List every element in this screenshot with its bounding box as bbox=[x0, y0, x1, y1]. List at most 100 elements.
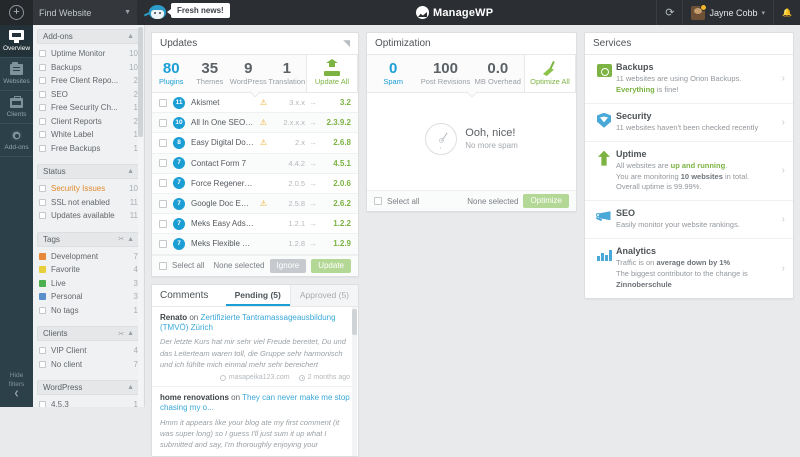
sidebar-item-websites[interactable]: Websites bbox=[0, 58, 33, 91]
refresh-button[interactable]: ⟳ bbox=[656, 0, 682, 25]
wrench-icon[interactable]: ✂ bbox=[118, 330, 125, 338]
filter-checkbox[interactable] bbox=[39, 117, 46, 125]
filter-row[interactable]: Client Reports 2 bbox=[33, 115, 144, 129]
filter-group-header[interactable]: Tags ✂ ▲ bbox=[37, 231, 140, 247]
news-bubble[interactable]: Fresh news! bbox=[167, 3, 230, 18]
filter-scrollbar-track[interactable] bbox=[138, 25, 143, 407]
select-all-checkbox[interactable] bbox=[374, 197, 382, 205]
filter-checkbox[interactable] bbox=[39, 347, 46, 355]
update-button[interactable]: Update bbox=[311, 258, 351, 273]
stat-translation[interactable]: 1 Translation bbox=[268, 55, 307, 92]
stat-post-revisions[interactable]: 100 Post Revisions bbox=[419, 55, 471, 92]
update-all-button[interactable]: Update All bbox=[306, 55, 358, 92]
filter-checkbox[interactable] bbox=[39, 198, 46, 206]
add-website-button[interactable]: + bbox=[0, 0, 33, 25]
filter-row[interactable]: Favorite 4 bbox=[33, 263, 144, 277]
row-checkbox[interactable] bbox=[159, 118, 167, 127]
filter-checkbox[interactable] bbox=[39, 63, 46, 71]
filter-row[interactable]: SSL not enabled 11 bbox=[33, 196, 144, 210]
row-checkbox[interactable] bbox=[159, 239, 167, 248]
filter-row[interactable]: Free Security Ch... 1 bbox=[33, 101, 144, 115]
filter-row[interactable]: Free Client Repo... 2 bbox=[33, 74, 144, 88]
filter-checkbox[interactable] bbox=[39, 306, 46, 314]
filter-checkbox[interactable] bbox=[39, 50, 46, 58]
hide-filters-button[interactable]: Hide filters ❮ bbox=[0, 365, 33, 408]
sidebar-item-clients[interactable]: Clients bbox=[0, 91, 33, 124]
filter-group-header[interactable]: WordPress ▲ bbox=[37, 380, 140, 395]
stat-themes[interactable]: 35 Themes bbox=[191, 55, 230, 92]
row-checkbox[interactable] bbox=[159, 219, 167, 228]
news-mascot[interactable]: Fresh news! bbox=[138, 0, 253, 25]
stat-wordpress[interactable]: 9 WordPress bbox=[229, 55, 268, 92]
filter-row[interactable]: SEO 2 bbox=[33, 88, 144, 102]
select-all-checkbox[interactable] bbox=[159, 261, 167, 270]
table-row[interactable]: 7 Contact Form 7 ⚠ 4.4.2 → 4.5.1 bbox=[152, 153, 358, 174]
table-row[interactable]: 10 All In One SEO Pack ⚠ 2.x.x.x → 2.3.9.2 bbox=[152, 113, 358, 134]
wrench-icon[interactable]: ✂ bbox=[118, 236, 125, 243]
stat-plugins[interactable]: 80 Plugins bbox=[152, 55, 261, 98]
table-row[interactable]: 11 Akismet ⚠ 3.x.x → 3.2 bbox=[152, 93, 358, 114]
service-item-analytics[interactable]: Analytics Traffic is on average down by … bbox=[585, 239, 793, 298]
filter-checkbox[interactable] bbox=[39, 212, 46, 220]
filter-row[interactable]: Uptime Monitor 10 bbox=[33, 47, 144, 61]
stat-mb-overhead[interactable]: 0.0 MB Overhead bbox=[472, 55, 524, 92]
filter-row[interactable]: Personal 3 bbox=[33, 290, 144, 304]
tab-pending[interactable]: Pending (5) bbox=[225, 285, 290, 306]
filter-scrollbar-thumb[interactable] bbox=[138, 27, 143, 137]
filter-checkbox[interactable] bbox=[39, 144, 46, 152]
table-row[interactable]: 7 Meks Easy Ads Widget ⚠ 1.2.1 → 1.2.2 bbox=[152, 214, 358, 235]
tab-approved[interactable]: Approved (5) bbox=[289, 284, 358, 306]
sidebar-item-overview[interactable]: Overview bbox=[0, 25, 33, 58]
user-menu[interactable]: Jayne Cobb ▾ bbox=[682, 0, 773, 25]
filter-row[interactable]: No tags 1 bbox=[33, 304, 144, 318]
comments-scrollbar-thumb[interactable] bbox=[352, 308, 357, 335]
filter-row[interactable]: Free Backups 1 bbox=[33, 142, 144, 156]
filter-row[interactable]: Security Issues 10 bbox=[33, 182, 144, 196]
service-item-seo[interactable]: SEO Easily monitor your website rankings… bbox=[585, 201, 793, 240]
filter-row[interactable]: Updates available 11 bbox=[33, 209, 144, 223]
ignore-button[interactable]: Ignore bbox=[269, 258, 307, 273]
filter-checkbox[interactable] bbox=[39, 360, 46, 368]
comment-post-link[interactable]: Zertifizierte Tantramassageausbildung (T… bbox=[160, 312, 336, 332]
table-row[interactable]: 7 Google Doc Embedder ⚠ 2.5.8 → 2.6.2 bbox=[152, 193, 358, 215]
table-row[interactable]: 7 Meks Flexible Shortcodes ⚠ 1.2.8 → 1.2.9 bbox=[152, 234, 358, 255]
filter-checkbox[interactable] bbox=[39, 401, 46, 407]
row-checkbox[interactable] bbox=[159, 98, 167, 107]
row-checkbox[interactable] bbox=[159, 138, 167, 147]
chevron-up-icon[interactable]: ▲ bbox=[127, 168, 134, 175]
list-item[interactable]: home renovations on They can never make … bbox=[152, 387, 358, 456]
filter-row[interactable]: Live 3 bbox=[33, 277, 144, 291]
comments-scrollbar-track[interactable] bbox=[352, 306, 357, 456]
filter-checkbox[interactable] bbox=[39, 104, 46, 112]
notifications-button[interactable]: 🔔 bbox=[773, 0, 800, 25]
filter-checkbox[interactable] bbox=[39, 77, 46, 85]
chevron-up-icon[interactable]: ▲ bbox=[127, 235, 134, 243]
chevron-up-icon[interactable]: ▲ bbox=[127, 330, 134, 337]
optimize-button[interactable]: Optimize bbox=[523, 194, 569, 208]
filter-row[interactable]: Backups 10 bbox=[33, 61, 144, 75]
service-item-backups[interactable]: Backups 11 websites are using Orion Back… bbox=[585, 55, 793, 104]
service-item-uptime[interactable]: Uptime All websites are up and running. … bbox=[585, 142, 793, 202]
find-website-dropdown[interactable]: Find Website ▼ bbox=[33, 0, 138, 25]
list-item[interactable]: Renato on Zertifizierte Tantramassageaus… bbox=[152, 307, 358, 388]
chevron-up-icon[interactable]: ▲ bbox=[127, 33, 134, 40]
table-row[interactable]: 8 Easy Digital Downloads ⚠ 2.x → 2.6.8 bbox=[152, 133, 358, 154]
filter-row[interactable]: White Label 1 bbox=[33, 128, 144, 142]
filter-row[interactable]: No client 7 bbox=[33, 358, 144, 372]
service-item-security[interactable]: Security 11 websites haven't been checke… bbox=[585, 104, 793, 142]
filter-checkbox[interactable] bbox=[39, 185, 46, 193]
table-row[interactable]: 7 Force Regenerate Thu... ⚠ 2.0.5 → 2.0.6 bbox=[152, 174, 358, 194]
filter-group-header[interactable]: Status ▲ bbox=[37, 164, 140, 179]
row-checkbox[interactable] bbox=[159, 199, 167, 208]
filter-checkbox[interactable] bbox=[39, 90, 46, 98]
filter-row[interactable]: VIP Client 4 bbox=[33, 344, 144, 358]
sidebar-item-add-ons[interactable]: Add-ons bbox=[0, 124, 33, 157]
chevron-up-icon[interactable]: ▲ bbox=[127, 384, 134, 391]
filter-group-header[interactable]: Clients ✂ ▲ bbox=[37, 326, 140, 341]
row-checkbox[interactable] bbox=[159, 179, 167, 188]
optimize-all-button[interactable]: Optimize All bbox=[523, 55, 576, 92]
row-checkbox[interactable] bbox=[159, 159, 167, 168]
filter-row[interactable]: Development 7 bbox=[33, 250, 144, 264]
stat-spam[interactable]: 0 Spam bbox=[367, 55, 478, 98]
filter-checkbox[interactable] bbox=[39, 131, 46, 139]
